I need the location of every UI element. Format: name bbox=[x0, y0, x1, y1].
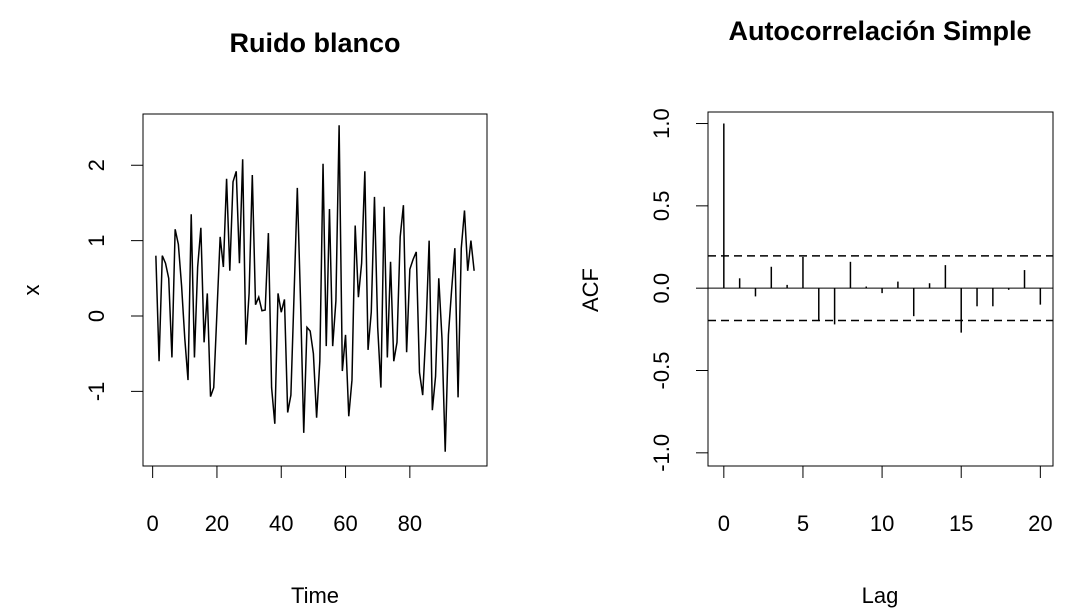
x-tick-label: 60 bbox=[333, 511, 357, 536]
x-tick-label: 15 bbox=[949, 511, 973, 536]
x-tick-label: 40 bbox=[269, 511, 293, 536]
y-tick-label: 1 bbox=[84, 235, 109, 247]
y-tick-label: 0.0 bbox=[649, 273, 674, 304]
chart-title: Ruido blanco bbox=[230, 28, 401, 58]
y-axis-label: ACF bbox=[578, 268, 603, 312]
x-tick-label: 20 bbox=[205, 511, 229, 536]
y-tick-label: 0 bbox=[84, 310, 109, 322]
plot-box bbox=[707, 111, 1054, 467]
y-tick-label: 1.0 bbox=[649, 108, 674, 139]
x-axis-label: Time bbox=[291, 583, 339, 608]
y-tick-label: 0.5 bbox=[649, 191, 674, 222]
x-tick-label: 10 bbox=[870, 511, 894, 536]
series-line bbox=[155, 125, 475, 452]
x-tick-label: 80 bbox=[398, 511, 422, 536]
chart-title: Autocorrelación Simple bbox=[728, 16, 1031, 46]
y-axis-label: x bbox=[19, 285, 44, 296]
plot-box bbox=[142, 113, 488, 467]
y-tick-label: -1 bbox=[84, 382, 109, 402]
y-tick-label: 2 bbox=[84, 159, 109, 171]
y-tick-label: -1.0 bbox=[649, 434, 674, 472]
y-tick-label: -0.5 bbox=[649, 352, 674, 390]
x-tick-label: 0 bbox=[718, 511, 730, 536]
x-tick-label: 20 bbox=[1028, 511, 1052, 536]
x-tick-label: 5 bbox=[797, 511, 809, 536]
x-tick-label: 0 bbox=[147, 511, 159, 536]
x-axis-label: Lag bbox=[862, 583, 899, 608]
